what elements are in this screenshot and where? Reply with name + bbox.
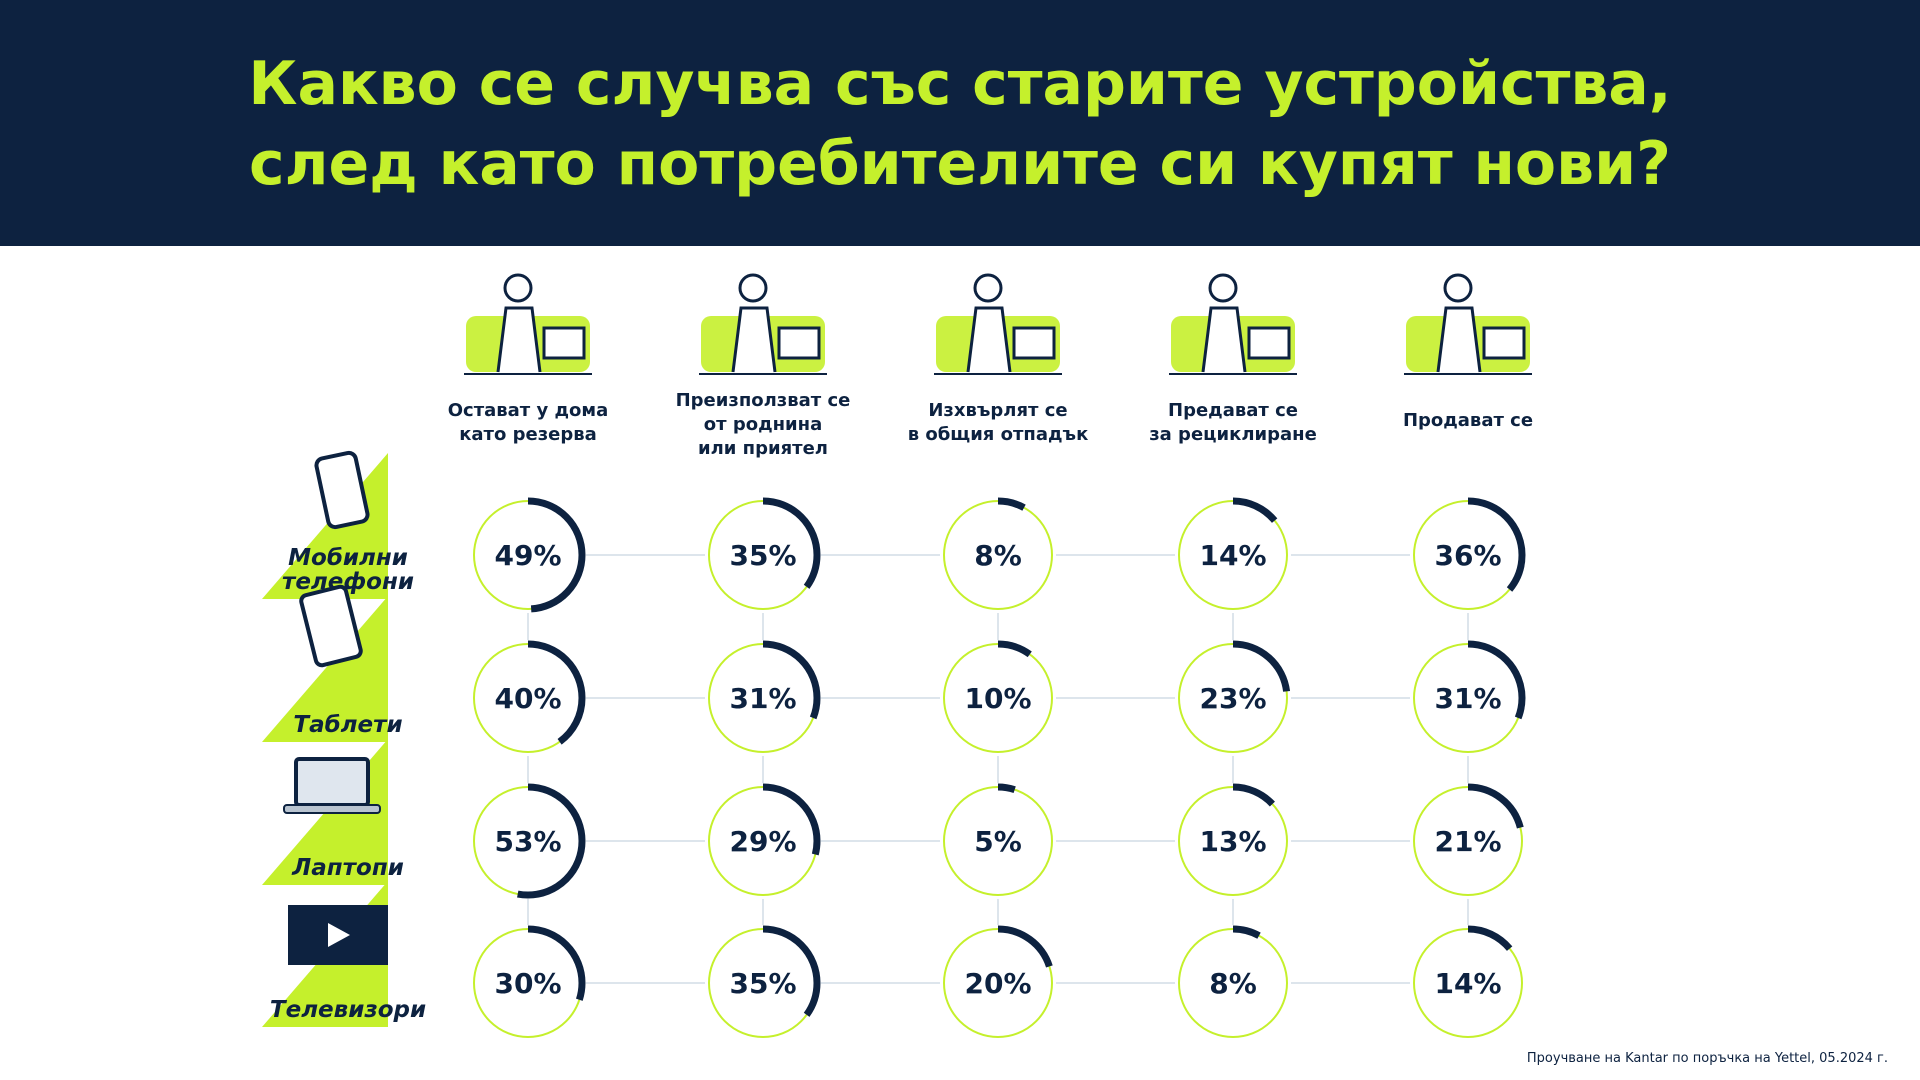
ring-value-label: 35% (729, 539, 796, 572)
column-header-text: Предават се (1168, 400, 1298, 421)
ring-value-label: 29% (729, 825, 796, 858)
percentage-ring: 31% (1410, 640, 1526, 756)
column-header-text: за рециклиране (1149, 424, 1317, 445)
ring-value-label: 53% (494, 825, 561, 858)
percentage-ring: 23% (1175, 640, 1291, 756)
percentage-ring: 14% (1410, 925, 1526, 1041)
ring-value-label: 49% (494, 539, 561, 572)
percentage-ring: 30% (470, 925, 586, 1041)
column-header-text: в общия отпадък (908, 424, 1089, 445)
ring-value-label: 31% (1434, 682, 1501, 715)
column-icons (464, 273, 1532, 375)
percentage-ring: 13% (1175, 783, 1291, 899)
row-label-text: Таблети (293, 712, 402, 738)
ring-value-label: 21% (1434, 825, 1501, 858)
ring-arc (1175, 640, 1291, 756)
percentage-ring: 20% (940, 925, 1056, 1041)
ring-arc (705, 640, 821, 756)
ring-arc (1175, 497, 1291, 613)
row-icons (262, 450, 388, 1027)
percentage-rings: 49% 35% 8% 14% 36% 40% 31% 10% 23% 31% 53% 29% 5% 13%… (470, 497, 1526, 1041)
ring-arc (1410, 783, 1526, 899)
trash-bin-icon (934, 273, 1062, 375)
title-line-2: след като потребителите си купят нови? (249, 129, 1671, 199)
percentage-ring: 36% (1410, 497, 1526, 613)
column-headers: Остават у дома като резерва Преизползват с… (448, 390, 1533, 459)
ring-arc (705, 783, 821, 899)
column-header-text: Изхвърлят се (928, 400, 1067, 421)
ring-arc (470, 640, 586, 756)
tablet-icon (262, 584, 388, 742)
ring-arc (940, 497, 1056, 613)
ring-value-label: 31% (729, 682, 796, 715)
family-sharing-icon (699, 273, 827, 375)
ring-value-label: 36% (1434, 539, 1501, 572)
row-label-text: Телевизори (270, 997, 426, 1023)
ring-arc (1410, 925, 1526, 1041)
ring-value-label: 23% (1199, 682, 1266, 715)
column-header-text: Продават се (1403, 410, 1533, 431)
ring-value-label: 8% (1209, 967, 1257, 1000)
ring-arc (470, 925, 586, 1041)
percentage-ring: 35% (705, 497, 821, 613)
ring-value-label: 14% (1434, 967, 1501, 1000)
percentage-ring: 8% (1175, 925, 1291, 1041)
tv-play-icon (262, 881, 388, 1027)
source-note: Проучване на Kantar по поръчка на Yettel… (1526, 1051, 1888, 1066)
header-banner: Какво се случва със старите устройства, … (0, 0, 1920, 246)
percentage-ring: 31% (705, 640, 821, 756)
percentage-ring: 35% (705, 925, 821, 1041)
connector-lines (527, 554, 1469, 984)
home-office-person-icon (464, 273, 592, 375)
ring-value-label: 5% (974, 825, 1022, 858)
ring-arc (1175, 783, 1291, 899)
percentage-ring: 49% (470, 497, 586, 613)
percentage-ring: 8% (940, 497, 1056, 613)
ring-arc (1175, 925, 1291, 1041)
percentage-ring: 53% (470, 783, 586, 899)
percentage-ring: 40% (470, 640, 586, 756)
row-label-text: телефони (282, 569, 414, 595)
ring-arc (940, 925, 1056, 1041)
laptop-icon (262, 739, 388, 885)
ring-value-label: 14% (1199, 539, 1266, 572)
shopping-person-icon (1404, 273, 1532, 375)
recycling-box-person-icon (1169, 273, 1297, 375)
mobile-phone-icon (262, 450, 388, 599)
ring-arc (470, 783, 586, 899)
column-header-text: Остават у дома (448, 400, 609, 421)
ring-arc (1410, 497, 1526, 613)
ring-arc (705, 497, 821, 613)
ring-arc (705, 925, 821, 1041)
percentage-ring: 14% (1175, 497, 1291, 613)
column-header-text: Преизползват се (676, 390, 851, 411)
ring-value-label: 30% (494, 967, 561, 1000)
survey-chart: Остават у дома като резерва Преизползват с… (262, 273, 1533, 1041)
ring-arc (1410, 640, 1526, 756)
ring-arc (470, 497, 586, 613)
ring-value-label: 40% (494, 682, 561, 715)
ring-arc (940, 640, 1056, 756)
percentage-ring: 10% (940, 640, 1056, 756)
column-header-text: като резерва (459, 424, 597, 445)
ring-value-label: 20% (964, 967, 1031, 1000)
percentage-ring: 21% (1410, 783, 1526, 899)
ring-arc (940, 783, 1056, 899)
percentage-ring: 5% (940, 783, 1056, 899)
ring-value-label: 10% (964, 682, 1031, 715)
row-label-text: Лаптопи (291, 855, 404, 881)
percentage-ring: 29% (705, 783, 821, 899)
column-header-text: или приятел (698, 438, 828, 459)
ring-value-label: 35% (729, 967, 796, 1000)
row-label-text: Мобилни (288, 545, 408, 571)
title-line-1: Какво се случва със старите устройства, (248, 49, 1672, 119)
ring-value-label: 8% (974, 539, 1022, 572)
column-header-text: от роднина (704, 414, 823, 435)
ring-value-label: 13% (1199, 825, 1266, 858)
